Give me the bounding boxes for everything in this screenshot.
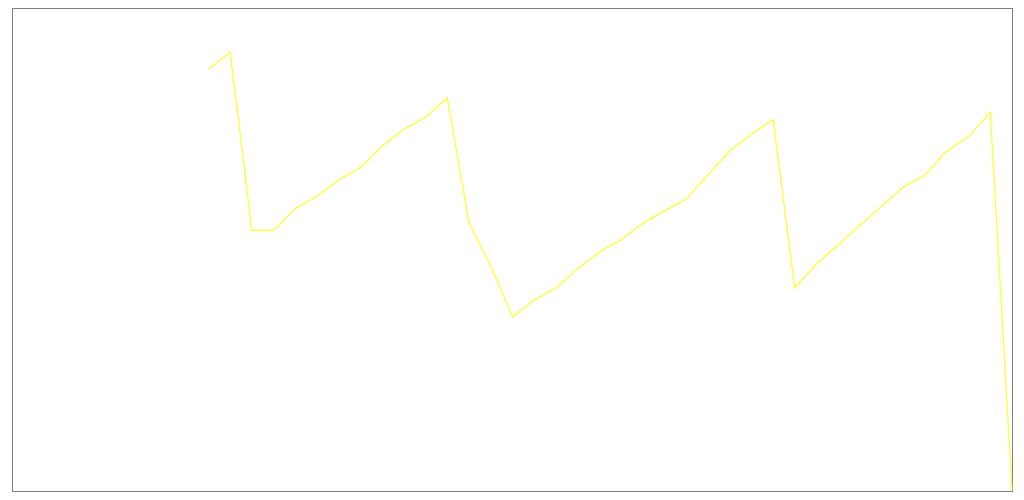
series-line-1 [208,51,1013,491]
series-layer [208,51,1013,491]
plot-frame [12,8,1013,492]
